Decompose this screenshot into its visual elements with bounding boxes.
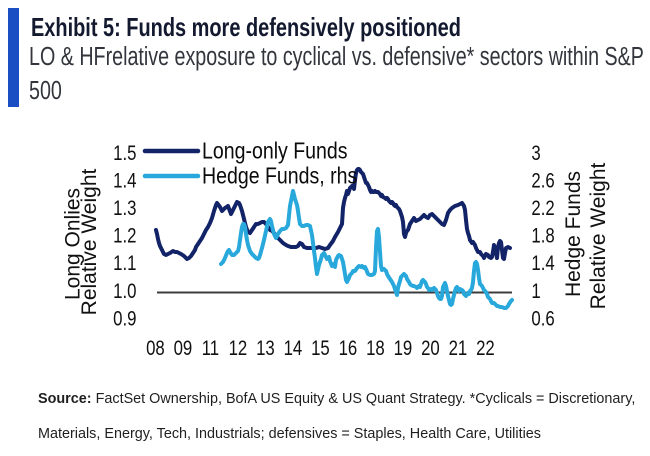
svg-text:Long Onlies: Long Onlies (62, 188, 85, 300)
svg-text:1.0: 1.0 (113, 280, 136, 303)
svg-text:2.6: 2.6 (531, 170, 554, 193)
svg-text:19: 19 (394, 337, 413, 360)
svg-text:22: 22 (476, 337, 495, 360)
svg-text:09: 09 (174, 337, 193, 360)
svg-text:12: 12 (229, 337, 248, 360)
svg-text:20: 20 (421, 337, 440, 360)
svg-text:18: 18 (366, 337, 385, 360)
svg-text:11: 11 (202, 337, 219, 360)
svg-text:1.4: 1.4 (531, 253, 555, 276)
svg-text:16: 16 (339, 337, 358, 360)
svg-text:21: 21 (449, 337, 468, 360)
svg-text:3: 3 (531, 142, 540, 165)
svg-text:14: 14 (284, 337, 303, 360)
svg-text:1.5: 1.5 (113, 142, 136, 165)
svg-text:15: 15 (311, 337, 330, 360)
svg-text:13: 13 (256, 337, 275, 360)
svg-text:Long-only Funds: Long-only Funds (202, 138, 348, 164)
svg-text:1.2: 1.2 (113, 225, 136, 248)
svg-text:2.2: 2.2 (531, 197, 554, 220)
svg-text:1: 1 (531, 280, 540, 303)
svg-text:1.4: 1.4 (113, 170, 137, 193)
svg-text:Relative Weight: Relative Weight (587, 162, 610, 309)
svg-text:Hedge Funds, rhs: Hedge Funds, rhs (202, 163, 357, 189)
svg-text:0.6: 0.6 (531, 308, 554, 331)
svg-text:Hedge Funds: Hedge Funds (562, 171, 585, 297)
svg-text:1.3: 1.3 (113, 197, 136, 220)
svg-text:Relative Weight: Relative Weight (78, 168, 101, 315)
svg-text:1.1: 1.1 (113, 253, 136, 276)
svg-text:0.9: 0.9 (113, 308, 136, 331)
svg-text:1.8: 1.8 (531, 225, 554, 248)
svg-text:08: 08 (146, 337, 165, 360)
